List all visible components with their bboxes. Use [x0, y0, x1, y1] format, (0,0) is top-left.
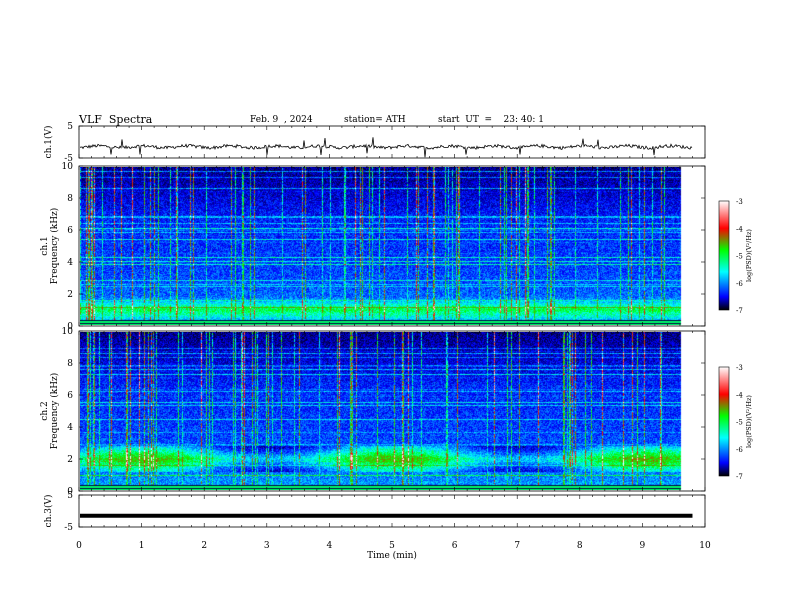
y-tick-label: 4: [67, 258, 73, 268]
y-tick-label: 5: [67, 122, 73, 132]
chart-title: VLF Spectra: [79, 113, 153, 126]
y-tick-label: 0: [67, 487, 73, 497]
y-axis-label: ch.1: [40, 236, 50, 255]
colorbar-tick-label: -7: [736, 307, 743, 315]
y-tick-label: 4: [67, 423, 73, 433]
colorbar-tick-label: -5: [736, 253, 743, 261]
ch1-spectrogram-image: [80, 167, 692, 325]
y-tick-label: 8: [67, 194, 73, 204]
y-tick-label: 6: [67, 226, 73, 236]
y-axis-label: Frequency (kHz): [49, 208, 60, 285]
colorbar-tick-label: -7: [736, 473, 743, 481]
colorbar-label: log(PSD)(V²/Hz): [745, 395, 753, 448]
y-tick-label: 2: [67, 455, 73, 465]
y-axis-label: ch.3(V): [43, 495, 54, 528]
ch1-voltage-series: [80, 137, 693, 158]
y-tick-label: 5: [67, 491, 73, 501]
x-tick-label: 3: [264, 541, 270, 551]
y-tick-label: 2: [67, 290, 73, 300]
colorbar-tick-label: -5: [736, 419, 743, 427]
ch2-spectrogram-image: [80, 332, 692, 490]
ch2-colorbar: [718, 366, 730, 477]
y-tick-label: 10: [62, 162, 74, 172]
colorbar-tick-label: -4: [736, 225, 743, 233]
x-tick-label: 6: [452, 541, 458, 551]
y-tick-label: 6: [67, 391, 73, 401]
colorbar-tick-label: -3: [736, 198, 743, 206]
colorbar-tick-label: -6: [736, 280, 743, 288]
x-tick-label: 7: [514, 541, 520, 551]
colorbar-tick-label: -4: [736, 391, 743, 399]
ch3-voltage-frame: [78, 494, 706, 528]
y-axis-label: ch.2: [40, 401, 50, 420]
ch1-colorbar: [718, 200, 730, 311]
x-tick-label: 2: [201, 541, 207, 551]
x-axis-label: Time (min): [367, 550, 417, 561]
x-tick-label: 1: [139, 541, 145, 551]
x-tick-label: 4: [327, 541, 333, 551]
x-tick-label: 5: [389, 541, 395, 551]
y-tick-label: 10: [62, 327, 74, 337]
y-axis-label: ch.1(V): [43, 126, 54, 159]
colorbar-label: log(PSD)(V²/Hz): [745, 229, 753, 282]
x-tick-label: 9: [640, 541, 646, 551]
y-tick-label: 8: [67, 359, 73, 369]
x-tick-label: 0: [76, 541, 82, 551]
y-axis-label: Frequency (kHz): [49, 373, 60, 450]
y-tick-label: -5: [64, 154, 73, 164]
station-label: station= ATH: [344, 115, 406, 125]
y-tick-label: -5: [64, 523, 73, 533]
date-label: Feb. 9 , 2024: [250, 115, 313, 125]
colorbar-tick-label: -3: [736, 364, 743, 372]
y-tick-label: 0: [67, 322, 73, 332]
x-tick-label: 10: [699, 541, 711, 551]
ch1-voltage-frame: [78, 125, 706, 159]
start-ut-label: start UT = 23: 40: 1: [438, 115, 544, 125]
x-tick-label: 8: [577, 541, 583, 551]
colorbar-tick-label: -6: [736, 446, 743, 454]
